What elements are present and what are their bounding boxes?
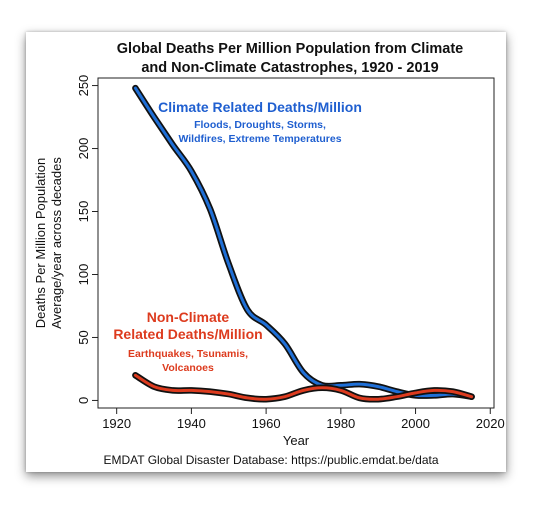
x-axis-label: Year bbox=[283, 433, 310, 448]
y-tick-label: 250 bbox=[76, 75, 91, 97]
source-note: EMDAT Global Disaster Database: https://… bbox=[103, 453, 438, 467]
nonclimate-legend-title1: Non-Climate bbox=[147, 309, 230, 325]
nonclimate-legend-line1: Earthquakes, Tsunamis, bbox=[128, 348, 248, 360]
climate-legend-title: Climate Related Deaths/Million bbox=[158, 99, 362, 115]
nonclimate-legend-line2: Volcanoes bbox=[162, 362, 214, 374]
y-axis-label-line2: Average/year across decades bbox=[49, 157, 64, 329]
y-axis: 0 50 100 150 200 250 bbox=[76, 75, 98, 404]
y-axis-label-line1: Deaths Per Million Population bbox=[33, 158, 48, 329]
chart-title-line2: and Non-Climate Catastrophes, 1920 - 201… bbox=[141, 60, 438, 76]
x-tick-label: 1960 bbox=[252, 416, 281, 431]
y-tick-label: 100 bbox=[76, 264, 91, 286]
y-tick-label: 50 bbox=[76, 330, 91, 344]
climate-legend-line1: Floods, Droughts, Storms, bbox=[194, 119, 326, 131]
chart-title-line1: Global Deaths Per Million Population fro… bbox=[117, 41, 463, 57]
nonclimate-series-line bbox=[133, 373, 474, 401]
x-tick-label: 1920 bbox=[102, 416, 131, 431]
x-tick-label: 2020 bbox=[476, 416, 505, 431]
climate-legend-line2: Wildfires, Extreme Temperatures bbox=[178, 133, 341, 145]
y-tick-label: 200 bbox=[76, 138, 91, 160]
x-tick-label: 1940 bbox=[177, 416, 206, 431]
x-axis: 1920 1940 1960 1980 2000 2020 bbox=[102, 408, 505, 431]
y-tick-label: 150 bbox=[76, 201, 91, 223]
chart: Global Deaths Per Million Population fro… bbox=[33, 41, 505, 467]
series-layer bbox=[132, 84, 475, 403]
x-tick-label: 1980 bbox=[326, 416, 355, 431]
nonclimate-legend-title2: Related Deaths/Million bbox=[113, 326, 262, 342]
x-tick-label: 2000 bbox=[401, 416, 430, 431]
y-tick-label: 0 bbox=[76, 397, 91, 404]
chart-card: Global Deaths Per Million Population fro… bbox=[26, 32, 506, 472]
plot-frame bbox=[97, 77, 495, 409]
